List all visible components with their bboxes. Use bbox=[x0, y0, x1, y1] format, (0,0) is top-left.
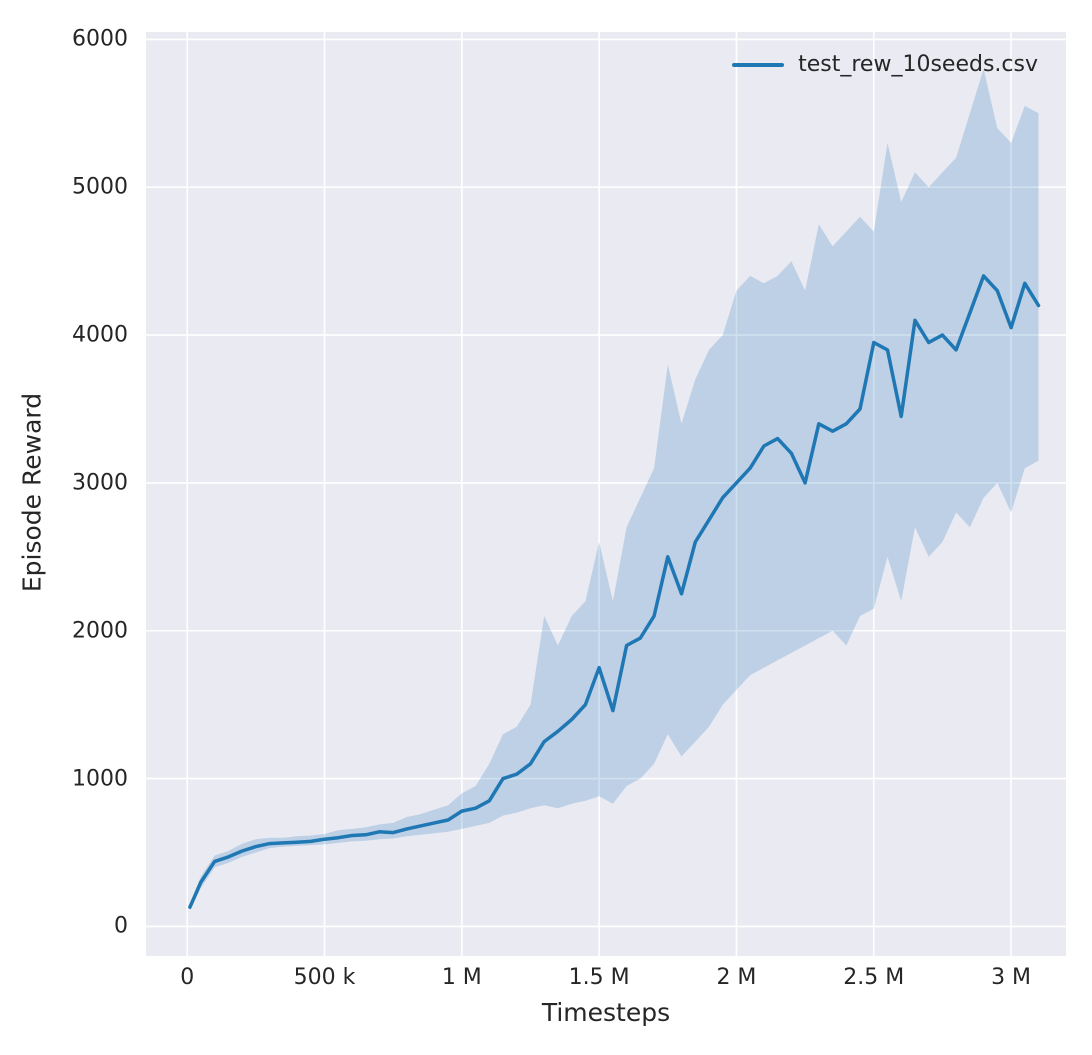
y-tick-label: 3000 bbox=[72, 470, 128, 496]
legend: test_rew_10seeds.csv bbox=[726, 48, 1044, 81]
y-tick-label: 5000 bbox=[72, 174, 128, 200]
line-chart-svg bbox=[146, 32, 1066, 956]
mean-reward-line bbox=[188, 274, 1041, 909]
legend-label: test_rew_10seeds.csv bbox=[798, 52, 1038, 77]
x-tick-label: 500 k bbox=[293, 965, 356, 990]
y-tick-label: 0 bbox=[114, 913, 128, 939]
x-tick-label: 2 M bbox=[716, 965, 757, 990]
y-tick-label: 1000 bbox=[72, 766, 128, 792]
x-tick-label: 3 M bbox=[991, 965, 1032, 990]
y-tick-label: 2000 bbox=[72, 618, 128, 644]
plot-background bbox=[146, 32, 1066, 956]
legend-line-sample bbox=[732, 62, 785, 67]
x-tick-label: 1.5 M bbox=[568, 965, 630, 990]
plot-area: test_rew_10seeds.csv bbox=[146, 32, 1066, 956]
x-axis-label: Timesteps bbox=[541, 998, 671, 1027]
x-tick-label: 2.5 M bbox=[843, 965, 905, 990]
y-tick-label: 6000 bbox=[72, 26, 128, 52]
x-tick-label: 0 bbox=[180, 965, 195, 990]
confidence-band bbox=[189, 69, 1039, 911]
y-tick-label: 4000 bbox=[72, 322, 128, 348]
x-tick-label: 1 M bbox=[441, 965, 482, 990]
